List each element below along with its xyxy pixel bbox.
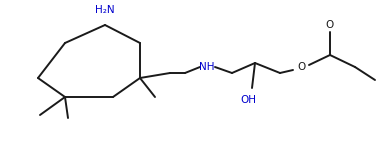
Text: H₂N: H₂N [95, 5, 115, 15]
Text: O: O [326, 20, 334, 30]
Text: O: O [297, 62, 305, 72]
Text: OH: OH [240, 95, 256, 105]
Text: NH: NH [199, 62, 215, 72]
